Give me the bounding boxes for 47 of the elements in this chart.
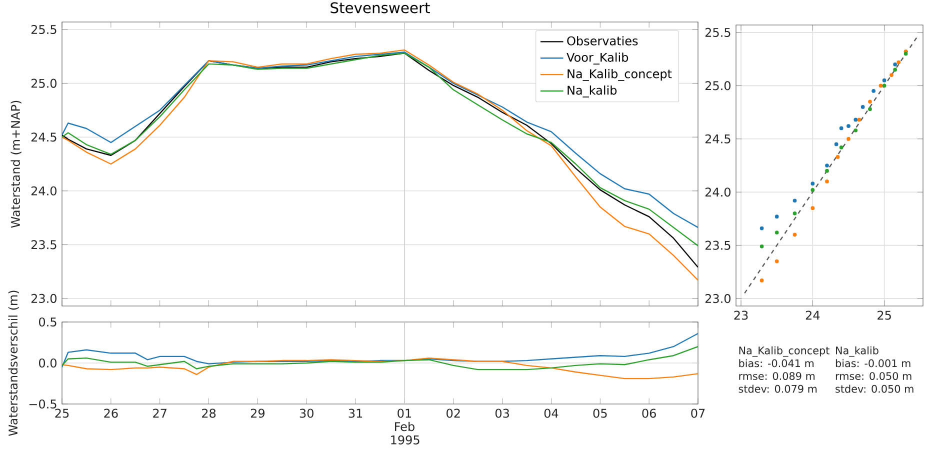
y-tick-label: 25.0 — [705, 81, 730, 90]
text: Na_Kalib_concept — [739, 346, 830, 357]
x-tick-label: 01 Feb 1995 — [391, 408, 420, 444]
x-tick-label: 31 — [348, 408, 362, 418]
y-axis-title: Waterstandsverschil (m) — [8, 290, 20, 436]
y-tick-label: 24.5 — [31, 132, 56, 142]
x-tick-label: 30 — [300, 408, 314, 418]
x-tick-label: 24 — [806, 310, 820, 320]
y-tick-label: 23.5 — [705, 240, 730, 250]
y-tick-label: 24.0 — [705, 188, 730, 197]
y-tick-label: 0.0 — [39, 358, 56, 368]
legend-label: Na_Kalib_concept — [568, 69, 672, 81]
x-tick-label: 25 — [55, 408, 69, 418]
text: bias: -0.041 m — [739, 359, 814, 368]
x-tick-label: 27 — [153, 408, 166, 418]
chart-title: Stevensweert — [330, 2, 430, 14]
y-tick-label: −0.5 — [29, 399, 56, 409]
x-tick-label: 28 — [202, 408, 216, 418]
x-tick-label: 04 — [544, 408, 558, 418]
y-tick-label: 23.0 — [31, 294, 56, 304]
x-tick-label: 06 — [642, 408, 656, 418]
y-tick-label: 0.5 — [39, 317, 56, 327]
x-tick-label: 25 — [878, 310, 891, 320]
x-tick-label: 07 — [691, 408, 705, 418]
legend-label: Na_kalib — [568, 85, 617, 98]
x-tick-label: 29 — [250, 408, 264, 418]
text: stdev: 0.079 m — [738, 384, 817, 393]
text: rmse: 0.050 m — [836, 372, 912, 380]
y-tick-label: 24.0 — [31, 186, 56, 196]
legend-label: Voor_Kalib — [566, 52, 628, 65]
x-tick-label: 26 — [104, 408, 118, 418]
y-axis-title: Waterstand (m+NAP) — [10, 100, 22, 228]
text: stdev: 0.050 m — [836, 384, 914, 393]
x-tick-label: 23 — [734, 310, 748, 320]
y-tick-label: 25.5 — [705, 28, 730, 37]
x-tick-label: 05 — [593, 408, 607, 418]
y-tick-label: 25.0 — [31, 78, 56, 88]
legend-label: Observaties — [567, 36, 638, 46]
text: rmse: 0.089 m — [739, 372, 815, 380]
y-tick-label: 23.5 — [31, 240, 56, 250]
y-tick-label: 25.5 — [31, 24, 56, 34]
x-tick-label: 02 — [446, 408, 460, 418]
y-tick-label: 23.0 — [705, 294, 730, 304]
text: Na_kalib — [836, 346, 878, 357]
y-tick-label: 24.5 — [705, 134, 730, 144]
x-tick-label: 03 — [495, 408, 509, 418]
text: bias: -0.001 m — [836, 359, 910, 368]
